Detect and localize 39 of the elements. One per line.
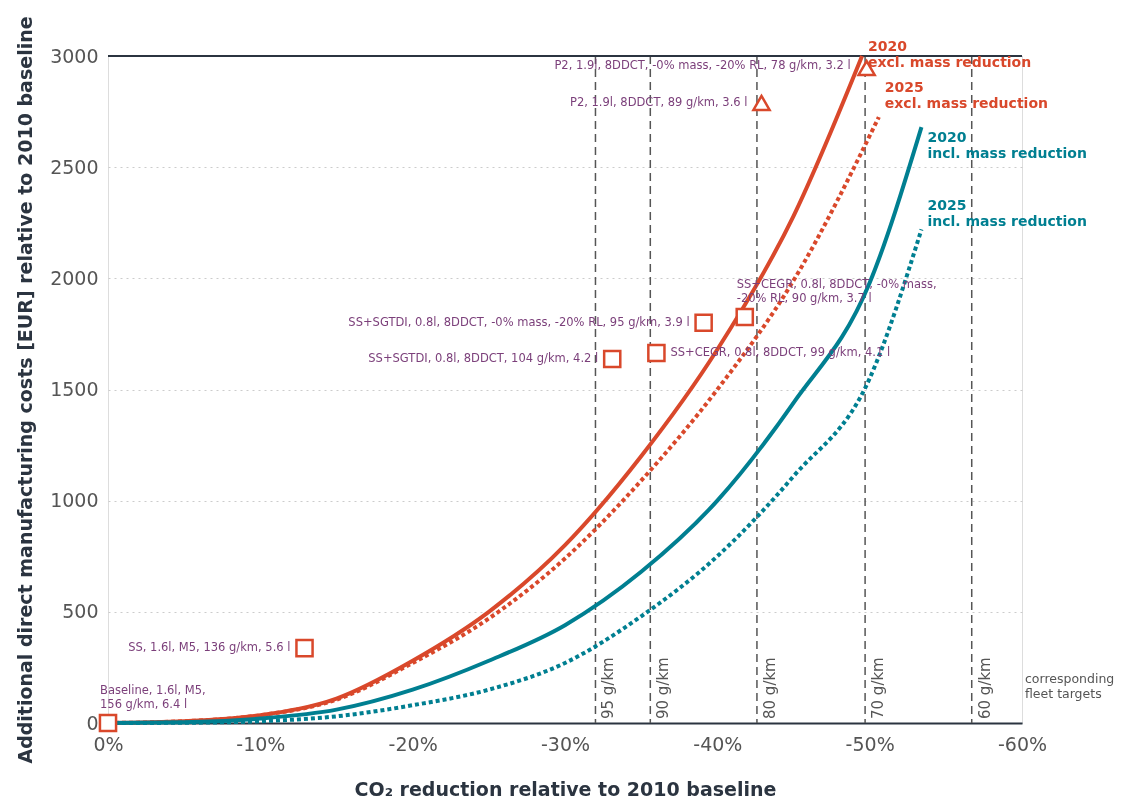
annotation: SS+SGTDI, 0.8l, 8DDCT, 104 g/km, 4.2 l <box>368 351 599 366</box>
ref-line-label: 80 g/km <box>760 657 779 719</box>
x-tick-label: -20% <box>388 732 438 755</box>
ref-line-label: 95 g/km <box>599 657 618 719</box>
text: corresponding fleet targets <box>1025 671 1115 701</box>
series-label: 2020 excl. mass reduction <box>868 38 1032 70</box>
annotation: SS+SGTDI, 0.8l, 8DDCT, -0% mass, -20% RL, 95 g/km, 3.9 l <box>348 314 690 329</box>
x-axis-title: CO₂ reduction relative to 2010 baseline <box>354 777 777 800</box>
point <box>295 638 314 658</box>
y-tick-label: 3000 <box>50 44 99 67</box>
y-axis-title: Additional direct manufacturing costs [EUR] relative to 2010 baseline <box>14 16 37 764</box>
annotation: P2, 1.9l, 8DDCT, -0% mass, -20% RL, 78 g/km, 3.2 l <box>554 58 851 73</box>
annotation: Baseline, 1.6l, M5, 156 g/km, 6.4 l <box>100 683 206 711</box>
point <box>98 713 118 733</box>
point <box>647 343 666 363</box>
annotation: SS, 1.6l, M5, 136 g/km, 5.6 l <box>128 640 291 655</box>
x-tick-label: -50% <box>845 732 895 755</box>
x-tick-label: -10% <box>236 732 286 755</box>
x-tick-label: -40% <box>693 732 743 755</box>
point <box>602 349 622 369</box>
point <box>694 313 713 333</box>
y-tick-label: 2000 <box>50 266 99 289</box>
ref-line-label: 90 g/km <box>654 657 673 719</box>
series-label: 2020 incl. mass reduction <box>927 129 1087 162</box>
y-tick-label: 1000 <box>50 489 99 512</box>
x-tick-label: -30% <box>540 732 591 755</box>
y-tick-label: 500 <box>62 600 99 623</box>
y-tick-label: 0 <box>86 711 99 734</box>
series-label: 2025 excl. mass reduction <box>884 79 1048 112</box>
x-tick-label: 0% <box>93 732 124 755</box>
x-tick-label: -60% <box>997 732 1048 755</box>
annotation: P2, 1.9l, 8DDCT, 89 g/km, 3.6 l <box>569 94 748 109</box>
point <box>735 307 755 327</box>
series-label: 2025 incl. mass reduction <box>927 197 1087 230</box>
y-tick-label: 2500 <box>50 155 99 178</box>
ref-line-label: 60 g/km <box>975 657 994 719</box>
ref-line-label: 70 g/km <box>869 657 888 719</box>
point <box>752 94 771 112</box>
y-tick-label: 1500 <box>50 378 99 400</box>
